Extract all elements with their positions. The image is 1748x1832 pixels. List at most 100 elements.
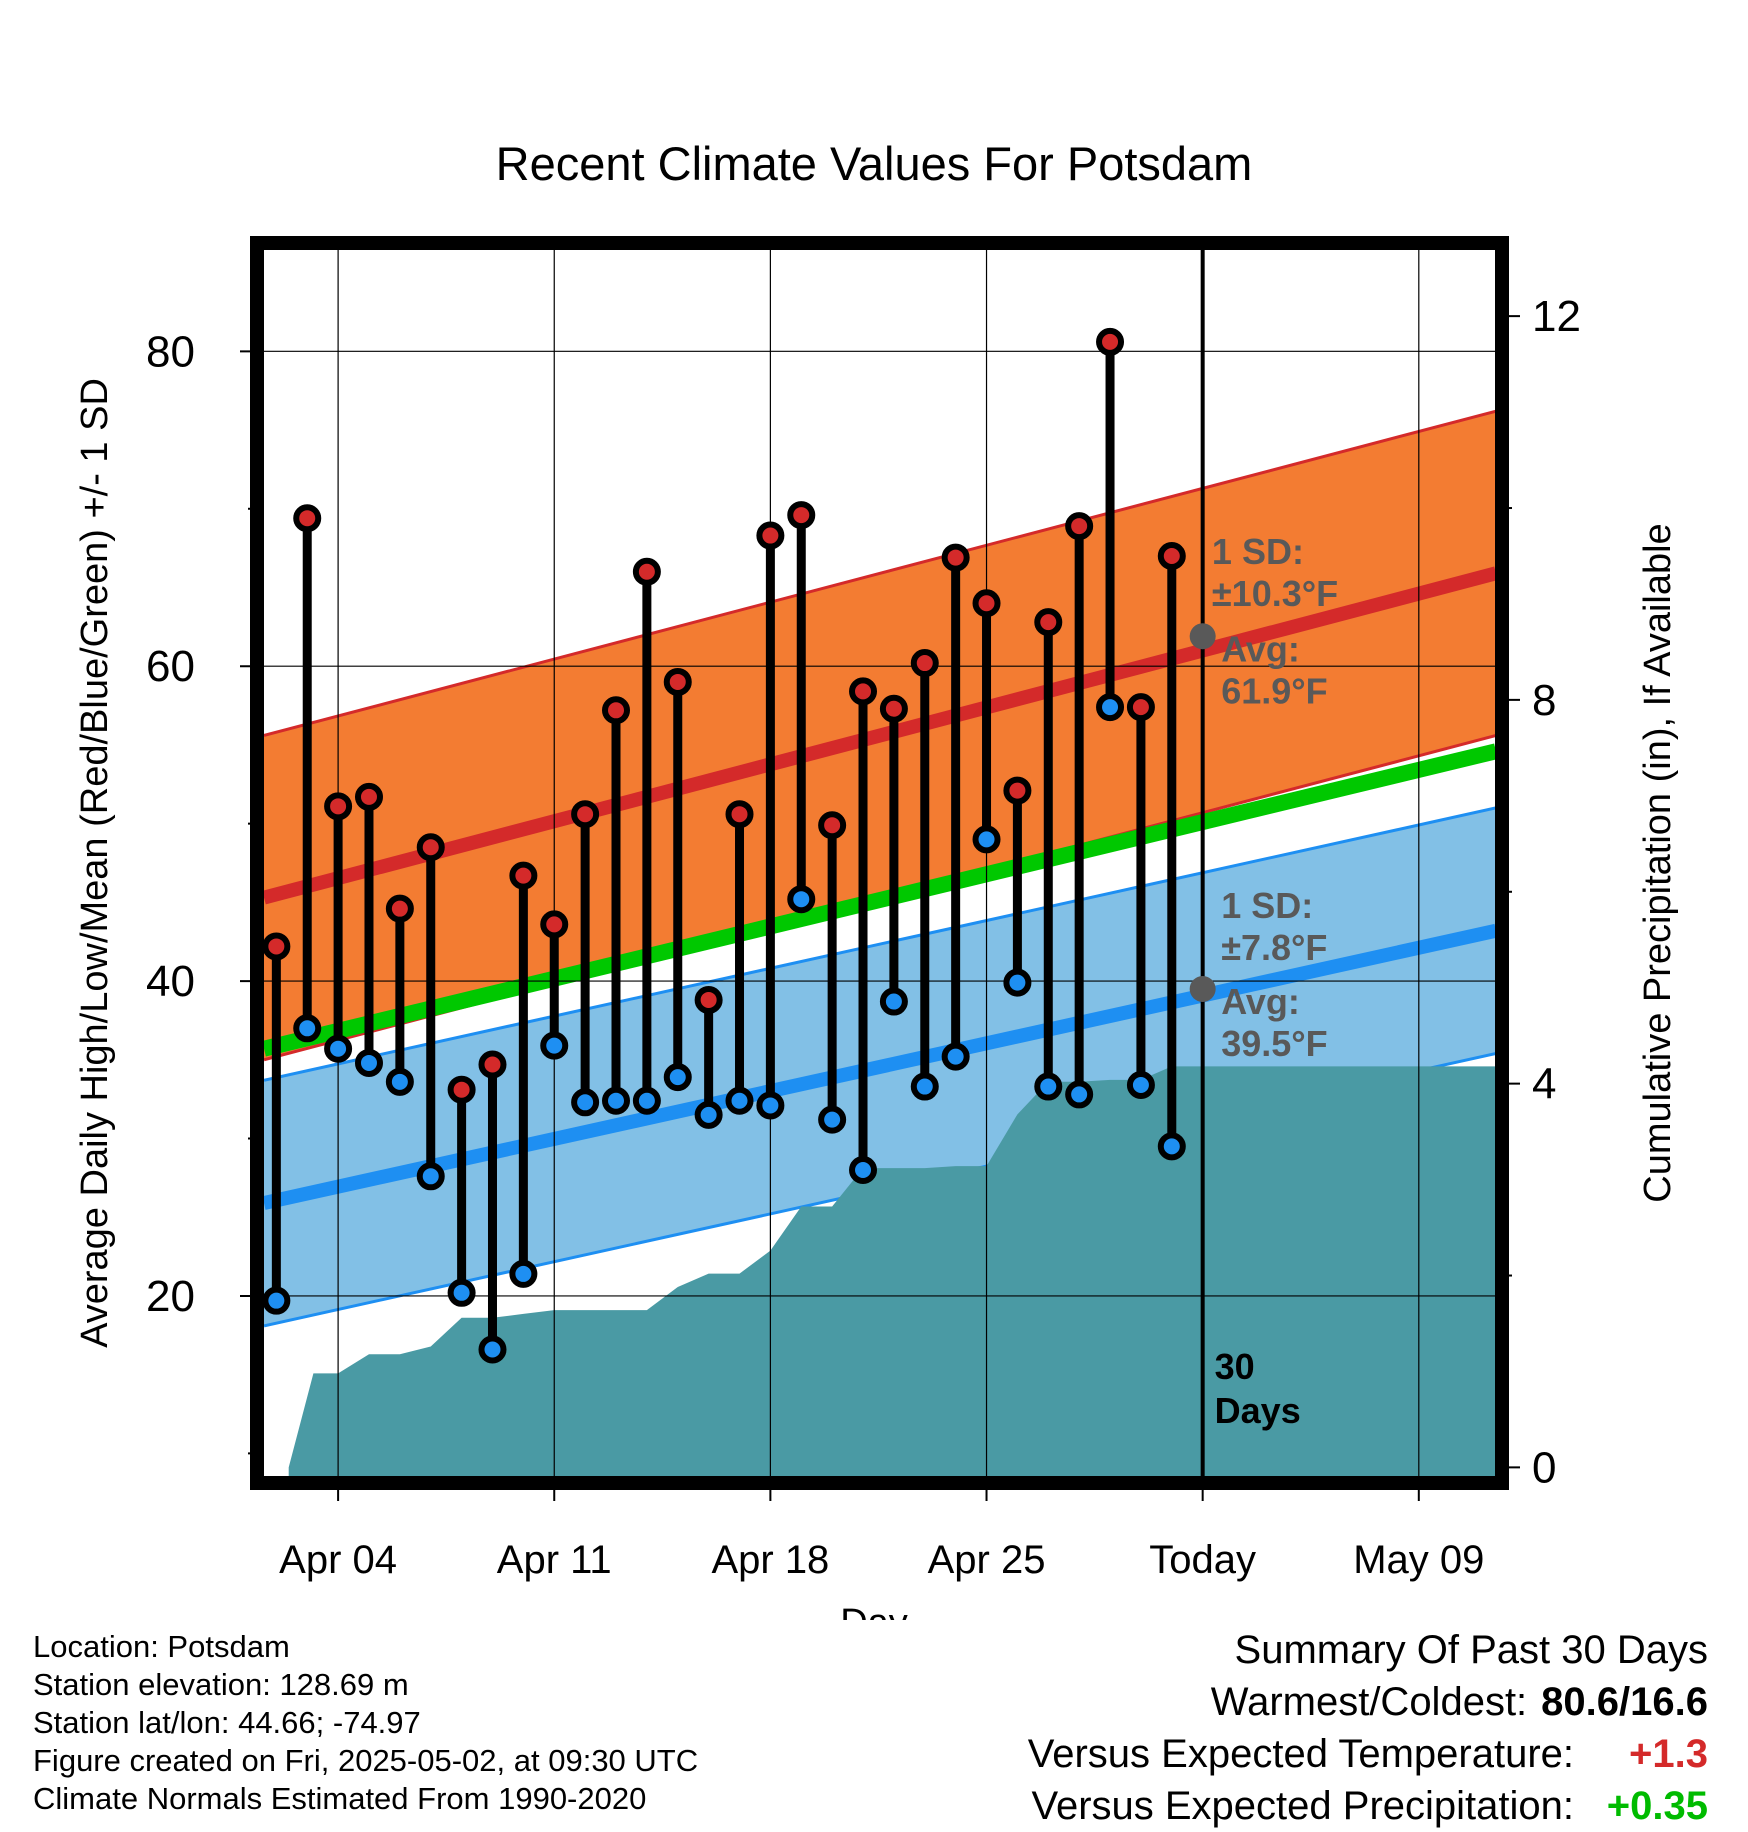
daily-high-point — [447, 1075, 476, 1104]
precip-value: +0.35 — [1606, 1784, 1708, 1828]
normal-annotation: 1 SD: ±7.8°F — [1221, 885, 1327, 968]
daily-high-point — [787, 501, 816, 530]
normal-marker-dot — [1189, 623, 1216, 650]
daily-high-point — [972, 589, 1001, 618]
daily-high-point — [385, 894, 414, 923]
x-tick-label: Apr 04 — [279, 1538, 397, 1582]
high-band-upper-edge — [264, 409, 1496, 737]
daily-low-point — [1003, 968, 1032, 997]
y-tick-label: 20 — [146, 1272, 195, 1321]
daily-low-point — [725, 1086, 754, 1115]
daily-low-point — [879, 987, 908, 1016]
daily-high-point — [262, 932, 291, 961]
temp-value: +1.3 — [1629, 1732, 1708, 1776]
daily-high-point — [663, 667, 692, 696]
y2-axis-label: Cumulative Precipitation (in), If Availa… — [1637, 523, 1679, 1202]
y2-tick-label: 12 — [1532, 292, 1581, 341]
daily-low-point — [694, 1100, 723, 1129]
daily-low-point — [941, 1042, 970, 1071]
daily-low-point — [1065, 1080, 1094, 1109]
low-normal-line — [264, 923, 1496, 1210]
y2-tick-label: 0 — [1532, 1443, 1556, 1492]
summary-panel: Summary Of Past 30 Days Warmest/Coldest:… — [1028, 1624, 1708, 1832]
daily-low-point — [1034, 1072, 1063, 1101]
daily-high-point — [324, 792, 353, 821]
daily-low-point — [262, 1286, 291, 1315]
daily-low-point — [385, 1067, 414, 1096]
daily-low-point — [602, 1086, 630, 1115]
y-tick-label: 40 — [146, 957, 195, 1006]
x-tick-label: Apr 18 — [711, 1538, 829, 1582]
daily-low-point — [324, 1034, 353, 1063]
summary-warmest-row: Warmest/Coldest: 80.6/16.6 — [1028, 1676, 1708, 1728]
daily-high-point — [478, 1050, 507, 1079]
daily-high-point — [1034, 608, 1063, 637]
daily-low-point — [416, 1162, 445, 1191]
high-normal-line — [264, 566, 1496, 905]
station-info: Location: Potsdam Station elevation: 128… — [33, 1628, 698, 1818]
warmest-value: 80.6/16.6 — [1541, 1680, 1708, 1724]
daily-low-point — [663, 1063, 692, 1092]
summary-temp-row: Versus Expected Temperature: +1.3 — [1028, 1728, 1708, 1780]
daily-low-point — [293, 1014, 322, 1043]
x-tick-label: Apr 25 — [928, 1538, 1046, 1582]
daily-high-point — [416, 833, 445, 862]
daily-low-point — [571, 1088, 600, 1117]
daily-high-point — [571, 800, 600, 829]
mean-normal-line — [264, 743, 1496, 1057]
low-band-upper-edge — [264, 806, 1496, 1082]
daily-low-point — [787, 885, 816, 914]
today-days-label: 30 Days — [1215, 1346, 1301, 1431]
location-text: Location: Potsdam — [33, 1629, 290, 1664]
y-tick-label: 60 — [146, 642, 195, 691]
daily-high-point — [910, 649, 939, 678]
daily-high-point — [1157, 542, 1186, 570]
x-tick-label: Today — [1149, 1538, 1256, 1582]
daily-low-point — [910, 1072, 939, 1101]
daily-low-point — [1126, 1070, 1155, 1099]
daily-high-point — [540, 910, 569, 939]
y2-tick-label: 8 — [1532, 676, 1556, 725]
normal-annotation: 1 SD: ±10.3°F — [1212, 531, 1338, 614]
daily-high-point — [1003, 776, 1032, 805]
daily-high-point — [509, 861, 538, 890]
y2-tick-label: 4 — [1532, 1060, 1556, 1109]
daily-low-point — [756, 1091, 785, 1120]
summary-precip-row: Versus Expected Precipitation: +0.35 — [1028, 1780, 1708, 1832]
x-axis-label: Day — [840, 1602, 908, 1620]
daily-high-point — [849, 677, 878, 706]
daily-high-point — [725, 800, 754, 829]
daily-high-point — [879, 694, 908, 723]
daily-low-point — [972, 825, 1001, 854]
daily-high-point — [756, 521, 785, 550]
daily-high-point — [293, 504, 322, 533]
climate-chart: 30 Days 20 40 60 80 0 4 8 12 Apr 04 Apr 11 Apr 18 Ap… — [74, 137, 1679, 1620]
daily-high-point — [1065, 512, 1094, 541]
normals-text: Climate Normals Estimated From 1990-2020 — [33, 1781, 647, 1816]
daily-high-point — [694, 985, 723, 1014]
y-axis-label: Average Daily High/Low/Mean (Red/Blue/Gr… — [74, 378, 116, 1348]
x-tick-label: Apr 11 — [497, 1538, 612, 1582]
warmest-label: Warmest/Coldest: — [1210, 1680, 1528, 1724]
normal-marker-dot — [1189, 975, 1216, 1002]
daily-low-point — [1096, 693, 1125, 722]
daily-high-point — [354, 782, 383, 811]
normal-annotation: Avg: 39.5°F — [1221, 981, 1327, 1064]
daily-low-point — [632, 1086, 661, 1115]
summary-title: Summary Of Past 30 Days — [1234, 1628, 1708, 1672]
precipitation-area — [288, 1066, 1496, 1477]
daily-low-point — [509, 1259, 538, 1288]
daily-low-point — [849, 1156, 878, 1184]
x-tick-label: May 09 — [1353, 1538, 1484, 1582]
created-text: Figure created on Fri, 2025-05-02, at 09… — [33, 1743, 699, 1778]
y-tick-label: 80 — [146, 327, 195, 376]
elevation-text: Station elevation: 128.69 m — [33, 1667, 409, 1702]
daily-high-point — [632, 557, 661, 586]
daily-high-point — [602, 696, 630, 725]
daily-high-point — [941, 543, 970, 572]
daily-low-point — [447, 1278, 476, 1307]
daily-low-point — [818, 1105, 847, 1134]
daily-low-point — [1157, 1132, 1186, 1161]
daily-low-point — [354, 1048, 383, 1077]
daily-low-point — [540, 1031, 569, 1060]
